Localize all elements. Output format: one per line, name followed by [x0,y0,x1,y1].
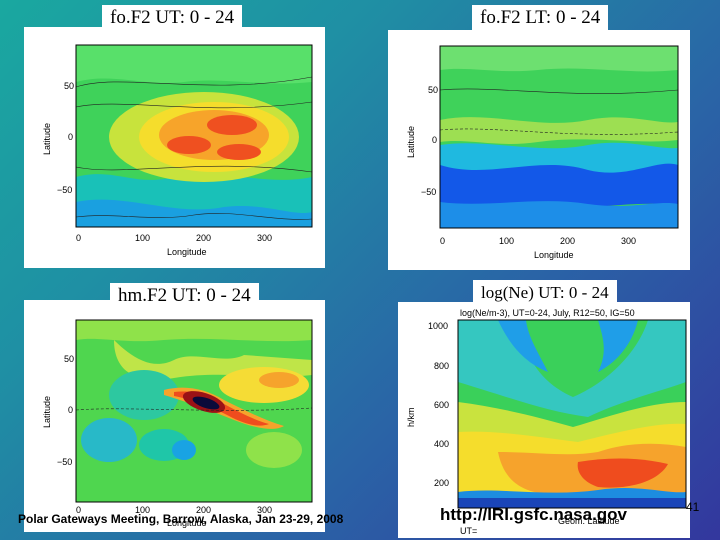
map-panel-fof2-ut: 50 0 −50 0 100 200 300 Longitude Latitud… [24,27,325,268]
ut-label: UT= [460,526,477,536]
y-tick-label: 200 [434,478,449,488]
x-tick-label: 0 [76,233,81,243]
y-tick-label: −50 [57,457,72,467]
y-tick-label: 400 [434,439,449,449]
x-tick-label: 100 [135,505,150,515]
x-axis-label: Longitude [167,247,207,257]
y-tick-label: 0 [68,405,73,415]
x-tick-label: 300 [257,233,272,243]
logne-profile-plot: log(Ne/m-3), UT=0-24, July, R12=50, IG=5… [406,308,687,536]
y-tick-label: 50 [64,81,74,91]
y-tick-label: 50 [64,354,74,364]
y-axis-label: Latitude [42,396,52,428]
profile-title: log(Ne/m-3), UT=0-24, July, R12=50, IG=5… [460,308,635,318]
fof2-ut-map: 50 0 −50 0 100 200 300 Longitude Latitud… [42,44,313,257]
x-tick-label: 300 [621,236,636,246]
y-tick-label: −50 [57,185,72,195]
page-number: 41 [686,500,700,514]
map-panel-fof2-lt: 50 0 −50 0 100 200 300 Longitude Latitud… [388,30,690,270]
x-tick-label: 200 [560,236,575,246]
caption-fof2-lt: fo.F2 LT: 0 - 24 [472,5,609,31]
x-axis-label: Geom. Latitude [558,516,620,526]
x-tick-label: 200 [196,233,211,243]
y-tick-label: 1000 [428,321,448,331]
iri-url[interactable]: http://IRI.gsfc.nasa.gov [440,505,628,524]
caption-logne-ut: log(Ne) UT: 0 - 24 [473,280,617,306]
map-panel-hmf2-ut: 50 0 −50 0 100 200 300 Longitude Latitud… [24,300,325,532]
hmf2-ut-map: 50 0 −50 0 100 200 300 Longitude Latitud… [42,319,313,528]
x-tick-label: 0 [76,505,81,515]
y-axis-label: Latitude [406,126,416,158]
meeting-footer: Polar Gateways Meeting, Barrow, Alaska, … [18,512,344,526]
y-axis-label: h/km [406,407,416,427]
x-tick-label: 300 [257,505,272,515]
x-axis-label: Longitude [534,250,574,260]
fof2-lt-map: 50 0 −50 0 100 200 300 Longitude Latitud… [406,45,679,260]
x-tick-label: 200 [196,505,211,515]
x-tick-label: 100 [135,233,150,243]
y-tick-label: −50 [421,187,436,197]
x-tick-label: 0 [440,236,445,246]
x-axis-label: Longitude [167,518,207,528]
y-tick-label: 0 [68,132,73,142]
caption-hmf2-ut: hm.F2 UT: 0 - 24 [110,283,259,309]
y-tick-label: 600 [434,400,449,410]
caption-fof2-ut: fo.F2 UT: 0 - 24 [102,5,243,31]
x-tick-label: 100 [499,236,514,246]
y-tick-label: 0 [432,135,437,145]
y-axis-label: Latitude [42,123,52,155]
y-tick-label: 50 [428,85,438,95]
y-tick-label: 800 [434,361,449,371]
profile-panel-logne-ut: log(Ne/m-3), UT=0-24, July, R12=50, IG=5… [398,302,690,538]
